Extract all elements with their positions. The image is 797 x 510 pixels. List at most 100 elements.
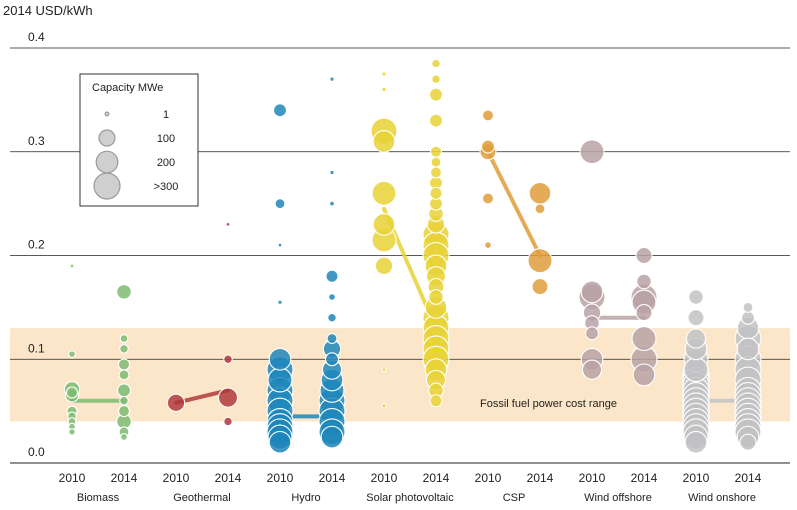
band-label: Fossil fuel power cost range (480, 398, 617, 410)
data-point (372, 130, 396, 153)
data-point (687, 309, 705, 327)
data-point (381, 86, 387, 93)
y-tick-label: 0.1 (28, 341, 45, 355)
data-point (223, 416, 233, 427)
data-point (531, 278, 549, 296)
x-tick-label: 2010 (267, 471, 294, 485)
legend-swatch (95, 150, 119, 174)
data-point (116, 383, 132, 398)
data-point (431, 58, 441, 69)
data-point (580, 280, 604, 304)
data-point (381, 71, 387, 77)
data-point (381, 403, 387, 409)
group-label: CSP (503, 492, 526, 504)
data-point (328, 293, 336, 301)
x-tick-label: 2014 (111, 471, 138, 485)
data-point (277, 299, 283, 305)
data-point (324, 352, 340, 367)
data-point (268, 347, 292, 371)
data-point (631, 325, 657, 352)
data-point (268, 430, 292, 454)
data-point (581, 359, 603, 380)
data-point (635, 246, 653, 265)
data-point (327, 312, 337, 323)
data-point (272, 103, 288, 118)
data-point (68, 350, 76, 358)
data-point (736, 337, 760, 361)
data-point (428, 87, 444, 102)
y-tick-label: 0.2 (28, 238, 45, 252)
group-label: Solar photovoltaic (366, 492, 454, 504)
data-point (740, 310, 756, 325)
average-line (486, 149, 542, 258)
x-tick-label: 2014 (631, 471, 658, 485)
data-point (325, 269, 339, 283)
group-label: Wind offshore (584, 492, 652, 504)
x-tick-label: 2014 (527, 471, 554, 485)
data-point (579, 139, 605, 165)
data-point (429, 166, 443, 179)
data-point (225, 221, 231, 227)
legend-label: 1 (163, 109, 169, 121)
data-point (68, 428, 76, 436)
y-tick-label: 0.3 (28, 134, 45, 148)
data-point (431, 74, 441, 84)
data-point (534, 203, 546, 215)
group-label: Hydro (291, 492, 320, 504)
data-point (683, 357, 709, 383)
legend-swatch (93, 172, 121, 200)
data-point (65, 386, 79, 399)
fossil-band-layer (10, 328, 790, 422)
data-point (484, 241, 492, 250)
data-point (742, 301, 754, 313)
data-point (117, 358, 131, 371)
y-tick-label: 0.4 (28, 30, 45, 44)
data-point (326, 333, 338, 344)
data-point (119, 344, 129, 354)
data-point (372, 213, 396, 236)
data-point (481, 109, 495, 122)
x-tick-label: 2010 (683, 471, 710, 485)
x-tick-label: 2010 (163, 471, 190, 485)
data-point (429, 186, 443, 200)
data-point (635, 304, 653, 322)
data-point (374, 256, 394, 276)
legend: Capacity MWe 1 100 200 >300 (79, 73, 199, 207)
data-point (277, 242, 283, 248)
data-point (481, 192, 495, 205)
legend-label: >300 (154, 181, 179, 193)
data-point (329, 200, 335, 207)
x-tick-label: 2014 (215, 471, 242, 485)
x-tick-label: 2010 (475, 471, 502, 485)
legend-swatch (104, 111, 110, 117)
group-label: Wind onshore (688, 492, 756, 504)
x-tick-label: 2010 (579, 471, 606, 485)
data-point (217, 387, 239, 408)
data-point (480, 139, 496, 154)
data-point (267, 367, 293, 393)
x-tick-label: 2010 (371, 471, 398, 485)
data-point (684, 430, 708, 454)
data-point (430, 156, 442, 168)
data-point (428, 289, 444, 305)
data-point (274, 198, 286, 210)
data-point (117, 405, 131, 418)
data-point (527, 248, 553, 274)
data-point (120, 433, 128, 441)
legend-title: Capacity MWe (92, 82, 163, 94)
data-point (428, 113, 444, 128)
group-label: Biomass (77, 492, 120, 504)
data-point (223, 354, 233, 365)
group-label: Geothermal (173, 492, 230, 504)
label-layer: 0.4 0.3 0.2 0.1 0.0 2014 USD/kWh Fossil fuel p… (3, 3, 762, 504)
data-point (429, 394, 443, 408)
legend-label: 200 (157, 157, 175, 169)
data-point (685, 328, 707, 349)
data-point (119, 334, 129, 343)
data-point (429, 145, 443, 158)
y-axis-label: 2014 USD/kWh (3, 3, 93, 18)
data-point (329, 76, 335, 82)
data-point (118, 369, 130, 381)
legend-label: 100 (157, 133, 175, 145)
